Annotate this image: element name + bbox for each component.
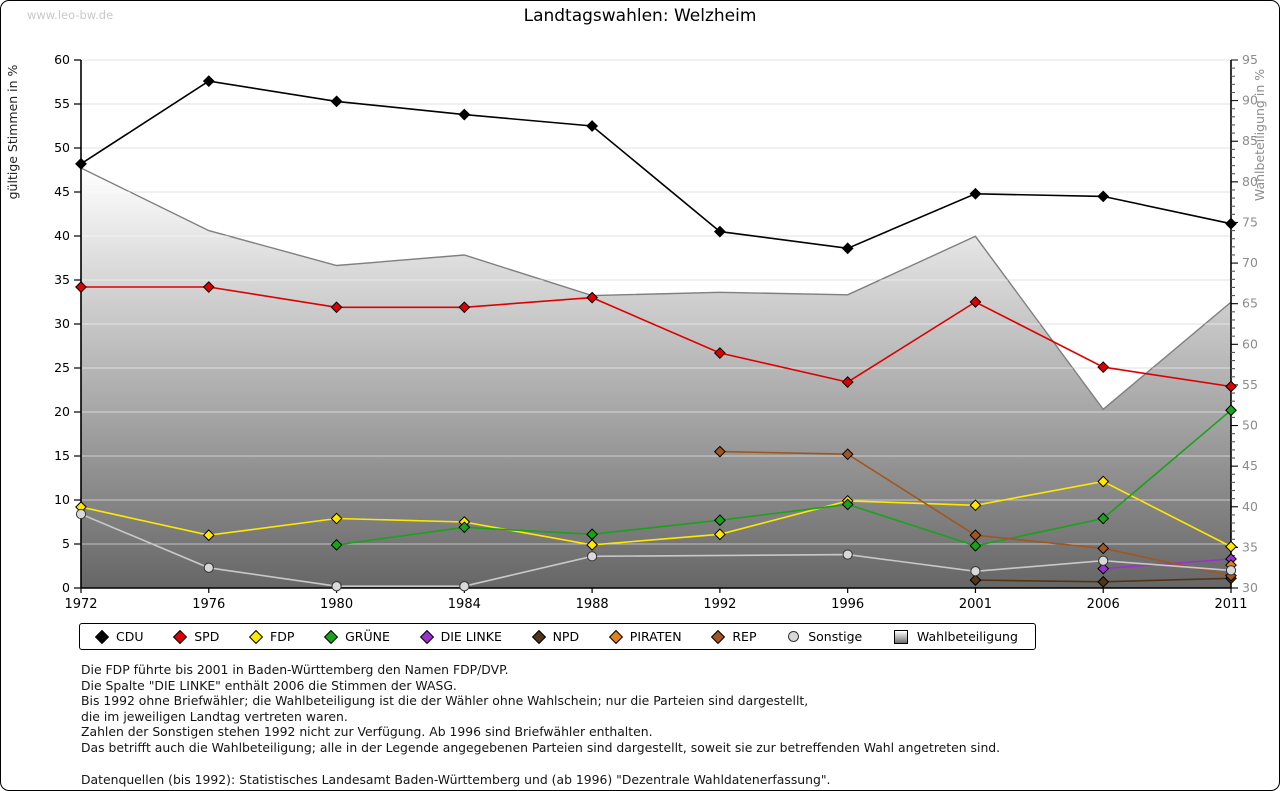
legend-item-spd: SPD [173,629,220,644]
svg-text:25: 25 [54,360,70,375]
svg-text:35: 35 [1242,539,1258,554]
election-chart: 0 5 10 15 20 25 30 35 40 45 50 55 60 30 35 40 45 50 55 60 65… [1,1,1279,617]
legend-marker-circle [788,631,800,642]
series-markers-GRÜNE [330,404,1237,552]
series-line-CDU [80,80,1232,250]
legend-item-npd: NPD [531,629,580,644]
series-line-FDP [80,480,1232,548]
svg-text:20: 20 [54,404,70,419]
svg-text:35: 35 [54,272,70,287]
svg-text:45: 45 [1242,458,1258,473]
series-line-DIE LINKE [1103,558,1232,570]
svg-text:85: 85 [1242,133,1258,148]
watermark: www.leo-bw.de [27,8,114,22]
svg-text:1972: 1972 [64,597,97,612]
footnote-line: Die Spalte "DIE LINKE" enthält 2006 die … [81,677,457,693]
svg-text:1996: 1996 [831,597,864,612]
chart-canvas: 0 5 10 15 20 25 30 35 40 45 50 55 60 30 35 40 45 50 55 60 65… [5,52,1267,612]
legend-label: SPD [194,629,220,644]
legend-marker-diamond [173,629,188,644]
svg-text:70: 70 [1242,255,1258,270]
legend-label: CDU [116,629,144,644]
svg-text:15: 15 [54,448,70,463]
svg-text:50: 50 [1242,418,1258,433]
svg-text:1984: 1984 [448,597,481,612]
svg-text:1980: 1980 [320,597,353,612]
svg-text:55: 55 [54,96,70,111]
legend-item-die-linke: DIE LINKE [419,629,502,644]
right-axis-title: Wahlbeteiligung in % [1252,69,1267,201]
legend-item-wahlbeteiligung: Wahlbeteiligung [893,629,1018,644]
svg-text:2011: 2011 [1214,597,1247,612]
legend-label: Sonstige [808,629,863,644]
series-line-GRÜNE [336,409,1232,547]
series-line-SPD [81,286,1232,388]
svg-text:75: 75 [1242,214,1258,229]
legend-marker-diamond [248,629,264,644]
svg-text:65: 65 [1242,296,1258,311]
data-source-line: Datenquellen (bis 1992): Statistisches L… [81,771,831,787]
legend-item-grüne: GRÜNE [324,629,390,644]
legend-marker-diamond [419,629,434,644]
legend-label: GRÜNE [345,629,390,644]
svg-text:1992: 1992 [703,597,736,612]
footnote-line: Bis 1992 ohne Briefwähler; die Wahlbetei… [81,693,809,709]
legend-marker-diamond [608,629,623,644]
legend-marker-diamond [324,629,339,644]
legend-item-cdu: CDU [94,629,144,644]
svg-text:55: 55 [1242,377,1258,392]
legend-marker-square [893,629,908,644]
footnote-line: Die FDP führte bis 2001 in Baden-Württem… [81,662,509,677]
svg-text:5: 5 [62,536,70,551]
svg-text:30: 30 [1242,580,1258,595]
svg-text:95: 95 [1242,52,1258,67]
svg-text:60: 60 [1242,336,1258,351]
left-axis-title: gültige Stimmen in % [5,64,20,199]
legend-marker-diamond [711,629,726,644]
legend-label: REP [732,629,757,644]
page-title: Landtagswahlen: Welzheim [523,6,757,26]
footnote-line: die im jeweiligen Landtag vertreten ware… [81,708,348,724]
svg-text:2006: 2006 [1087,597,1120,612]
svg-text:1976: 1976 [192,597,225,612]
legend-item-sonstige: Sonstige [788,629,862,644]
svg-text:30: 30 [54,316,70,331]
legend-label: NPD [552,629,580,644]
legend-label: PIRATEN [629,629,682,644]
series-markers-Sonstige [75,508,1237,592]
svg-text:40: 40 [54,228,70,243]
legend-item-piraten: PIRATEN [608,629,682,644]
svg-text:0: 0 [62,580,70,595]
svg-text:60: 60 [54,52,70,67]
series-markers-CDU [75,75,1237,255]
legend-item-fdp: FDP [248,629,295,644]
svg-text:50: 50 [54,140,70,155]
footnote-line: Das betrifft auch die Wahlbeteiligung; a… [81,739,1001,755]
axes: 0 5 10 15 20 25 30 35 40 45 50 55 60 30 35 40 45 50 55 60 65… [54,52,1258,612]
chart-legend: CDU SPD FDP GRÜNE DIE LINKE NPD PIRATEN REP Sons… [79,623,1036,650]
svg-text:45: 45 [54,184,70,199]
legend-marker-diamond [531,629,546,644]
svg-text:10: 10 [54,492,70,507]
svg-text:1988: 1988 [576,597,609,612]
svg-text:80: 80 [1242,174,1258,189]
legend-label: FDP [270,629,295,644]
svg-text:40: 40 [1242,499,1258,514]
series-markers-FDP [75,475,1237,553]
legend-label: Wahlbeteiligung [916,629,1018,644]
svg-text:2001: 2001 [959,597,992,612]
turnout-area [80,167,1232,588]
footnote-line: Zahlen der Sonstigen stehen 1992 nicht z… [81,724,653,740]
svg-text:90: 90 [1242,93,1258,108]
footnotes: Die FDP führte bis 2001 in Baden-Württem… [81,662,1000,787]
legend-label: DIE LINKE [440,629,502,644]
series-markers-SPD [75,281,1237,393]
legend-marker-diamond [94,629,110,644]
legend-item-rep: REP [711,629,757,644]
